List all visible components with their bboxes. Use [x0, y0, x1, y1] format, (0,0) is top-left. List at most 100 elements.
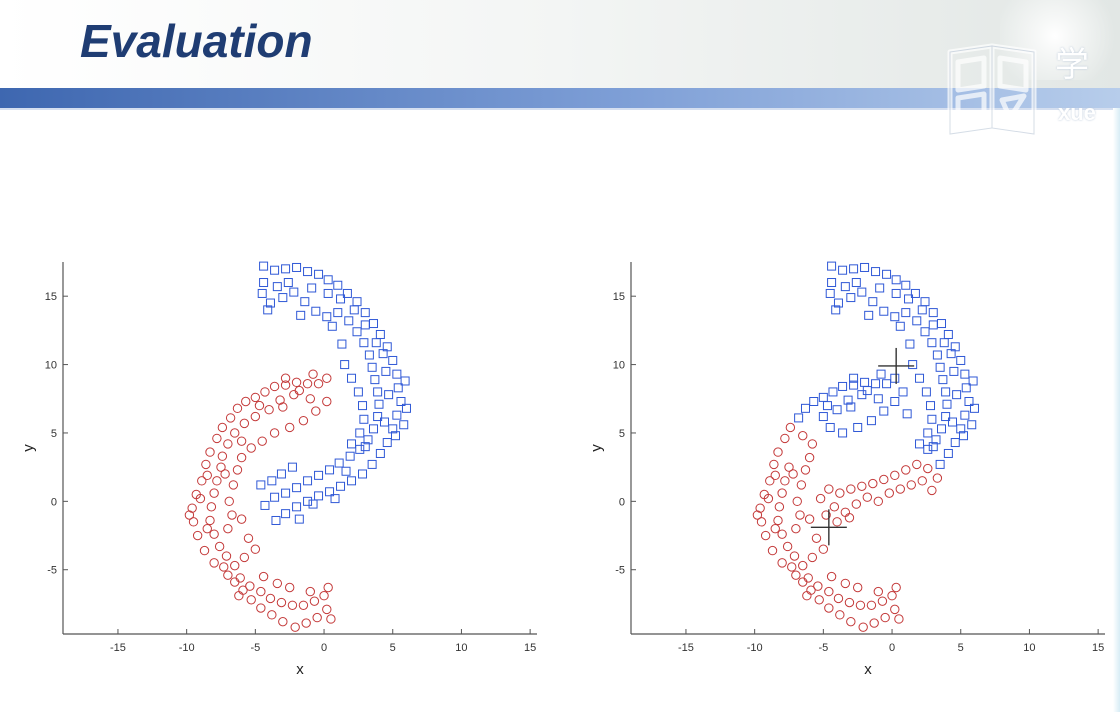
- data-point-square: [259, 261, 269, 271]
- x-tick-label: -15: [678, 642, 694, 654]
- data-point-square: [314, 470, 324, 480]
- data-point-square: [300, 297, 310, 307]
- data-point-circle: [205, 447, 215, 457]
- data-point-square: [923, 444, 933, 454]
- data-point-circle: [857, 481, 867, 491]
- data-point-square: [370, 375, 380, 385]
- data-point-square: [943, 329, 953, 339]
- data-point-circle: [250, 411, 261, 422]
- data-point-square: [846, 402, 856, 412]
- data-point-square: [827, 278, 837, 288]
- data-point-square: [272, 282, 282, 292]
- data-point-square: [875, 283, 885, 293]
- data-point-circle: [891, 582, 901, 593]
- data-point-square: [281, 509, 291, 519]
- data-point-square: [308, 499, 318, 509]
- data-point-circle: [202, 523, 212, 534]
- watermark-text-cn: 学: [1055, 45, 1089, 85]
- data-point-square: [347, 373, 357, 383]
- data-point-circle: [319, 591, 329, 601]
- data-point-square: [794, 413, 804, 423]
- data-point-circle: [217, 422, 228, 433]
- data-point-circle: [852, 582, 863, 593]
- data-point-circle: [264, 405, 274, 415]
- data-point-square: [360, 308, 370, 318]
- data-point-circle: [280, 373, 291, 383]
- data-point-square: [860, 377, 870, 387]
- data-point-square: [363, 435, 373, 445]
- data-point-circle: [844, 597, 855, 608]
- data-point-circle: [291, 377, 302, 388]
- data-point-circle: [298, 415, 309, 426]
- data-point-square: [926, 401, 936, 411]
- data-point-circle: [246, 443, 256, 453]
- data-point-square: [399, 420, 409, 430]
- data-point-square: [825, 288, 835, 298]
- watermark-text-en: xue: [1058, 100, 1096, 125]
- data-point-square: [949, 366, 959, 376]
- data-point-circle: [216, 462, 226, 472]
- data-point-square: [369, 319, 379, 329]
- data-point-circle: [791, 570, 801, 580]
- data-point-circle: [256, 586, 266, 597]
- data-point-circle: [890, 470, 900, 481]
- x-tick-label: 10: [455, 642, 467, 654]
- data-point-circle: [887, 591, 897, 601]
- data-point-circle: [199, 545, 210, 556]
- data-point-square: [401, 403, 411, 413]
- data-point-square: [967, 420, 977, 430]
- data-point-circle: [755, 503, 765, 513]
- data-point-circle: [832, 517, 842, 527]
- data-point-square: [263, 305, 273, 315]
- data-point-circle: [840, 578, 851, 589]
- data-point-square: [879, 406, 889, 416]
- data-point-square: [838, 381, 848, 391]
- data-point-circle: [269, 381, 280, 392]
- data-point-square: [822, 401, 832, 411]
- data-point-square: [270, 265, 280, 275]
- data-point-circle: [212, 433, 222, 444]
- data-point-square: [942, 399, 952, 409]
- data-point-circle: [802, 591, 812, 601]
- data-point-square: [375, 329, 385, 339]
- x-tick-label: 0: [321, 642, 327, 654]
- data-point-circle: [773, 515, 783, 526]
- data-point-square: [307, 283, 317, 293]
- data-point-square: [958, 431, 968, 441]
- data-point-square: [294, 514, 304, 524]
- data-point-circle: [851, 499, 862, 509]
- data-point-circle: [880, 612, 890, 623]
- slide-title: Evaluation: [80, 15, 313, 67]
- data-point-circle: [873, 496, 884, 507]
- data-point-square: [960, 410, 970, 420]
- data-point-square: [323, 288, 333, 298]
- data-point-circle: [877, 596, 888, 606]
- data-point-square: [340, 360, 350, 370]
- data-point-square: [871, 379, 881, 389]
- data-point-circle: [236, 452, 247, 463]
- data-point-circle: [219, 562, 229, 572]
- data-point-circle: [230, 560, 240, 571]
- data-point-square: [898, 387, 908, 397]
- data-point-square: [260, 500, 270, 510]
- data-point-square: [323, 275, 333, 285]
- data-point-circle: [256, 603, 266, 613]
- x-tick-label: -10: [747, 642, 763, 654]
- data-point-square: [281, 264, 291, 274]
- data-point-square: [828, 387, 838, 397]
- data-point-circle: [803, 573, 813, 583]
- data-point-circle: [796, 480, 807, 490]
- data-point-square: [873, 394, 883, 404]
- data-point-circle: [756, 517, 767, 527]
- data-point-circle: [855, 600, 866, 610]
- data-point-circle: [789, 551, 800, 561]
- data-point-square: [890, 373, 900, 383]
- data-point-circle: [901, 465, 911, 475]
- data-point-circle: [815, 493, 826, 504]
- data-point-circle: [813, 581, 823, 591]
- data-point-circle: [927, 485, 937, 496]
- data-point-circle: [284, 422, 295, 433]
- data-point-circle: [821, 510, 831, 520]
- data-point-circle: [773, 447, 783, 457]
- data-point-square: [352, 327, 362, 337]
